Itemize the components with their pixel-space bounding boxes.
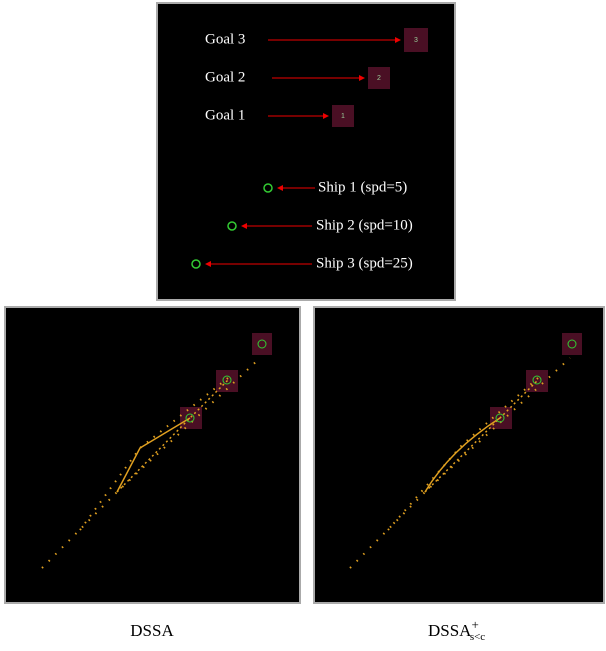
sim-panel (5, 307, 300, 603)
page: Goal 3 3 Goal 2 2 Goal 1 1 Ship 1 (spd=5… (0, 0, 606, 651)
goal-label: Goal 3 (205, 31, 245, 47)
goal-id: 3 (414, 37, 418, 44)
goal-box (252, 333, 272, 355)
ship-label: Ship 3 (spd=25) (316, 255, 413, 271)
goal-label: Goal 1 (205, 107, 245, 123)
goal-label: Goal 2 (205, 69, 245, 85)
caption-sub: s<c (470, 631, 485, 643)
panel-bg (314, 307, 604, 603)
ship-label: Ship 1 (spd=5) (318, 179, 407, 195)
ship-label: Ship 2 (spd=10) (316, 217, 413, 233)
caption: DSSA (130, 621, 174, 640)
figure: Goal 3 3 Goal 2 2 Goal 1 1 Ship 1 (spd=5… (0, 0, 606, 646)
goal-id: 2 (377, 75, 381, 82)
caption-base: DSSA (428, 621, 472, 640)
goal-id: 1 (341, 113, 345, 120)
caption: DSSA+s<c (428, 617, 485, 643)
sim-panel (314, 307, 604, 603)
goal-box (562, 333, 582, 355)
